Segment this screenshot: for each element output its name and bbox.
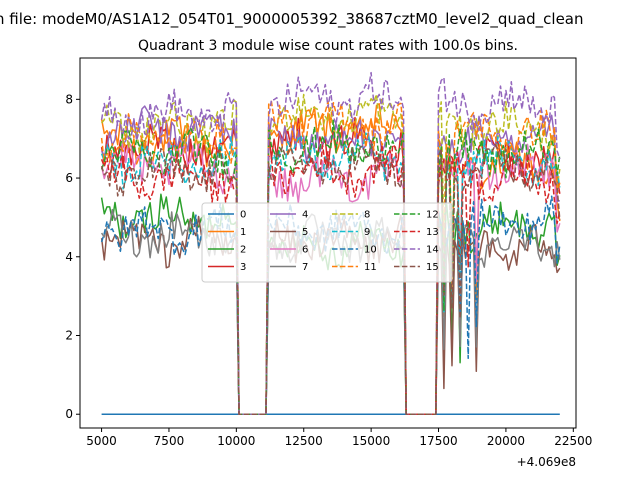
legend-label-2: 2 (240, 245, 246, 256)
y-tick-label: 2 (65, 329, 73, 343)
y-tick-label: 4 (65, 250, 73, 264)
series-line-8 (101, 93, 561, 415)
legend-label-3: 3 (240, 262, 246, 273)
x-tick-label: 5000 (86, 434, 117, 448)
legend-label-13: 13 (426, 227, 439, 238)
legend-label-5: 5 (302, 227, 308, 238)
chart-title: Quadrant 3 module wise count rates with … (138, 38, 518, 54)
figure-suptitle: n file: modeM0/AS1A12_054T01_9000005392_… (0, 10, 584, 29)
legend-label-12: 12 (426, 210, 439, 221)
legend-label-15: 15 (426, 262, 439, 273)
legend-label-11: 11 (364, 262, 377, 273)
legend-label-8: 8 (364, 210, 370, 221)
x-tick-label: 15000 (352, 434, 390, 448)
legend-label-9: 9 (364, 227, 370, 238)
x-tick-label: 20000 (487, 434, 525, 448)
x-tick-label: 10000 (217, 434, 255, 448)
x-tick-label: 22500 (554, 434, 592, 448)
y-tick-label: 6 (65, 171, 73, 185)
legend-box (201, 202, 453, 283)
legend-label-7: 7 (302, 262, 308, 273)
legend-label-14: 14 (426, 245, 439, 256)
x-tick-label: 12500 (285, 434, 323, 448)
x-tick-label: 17500 (419, 434, 457, 448)
legend-label-0: 0 (240, 210, 246, 221)
x-axis: 5000 7500 10000 12500 15000 17500 20000 22500 (86, 428, 592, 448)
series-line-12 (100, 119, 561, 415)
y-tick-label: 8 (65, 92, 73, 106)
x-tick-label: 7500 (154, 434, 185, 448)
legend-label-6: 6 (302, 245, 308, 256)
legend-label-10: 10 (364, 245, 377, 256)
legend-label-1: 1 (240, 227, 246, 238)
legend-label-4: 4 (302, 210, 308, 221)
x-offset-label: +4.069e8 (517, 455, 576, 469)
series-line-14 (100, 71, 561, 415)
y-tick-label: 0 (65, 407, 73, 421)
plot-frame (79, 57, 577, 429)
y-axis: 0 2 4 6 8 (65, 92, 80, 421)
series-line-15 (100, 143, 561, 415)
